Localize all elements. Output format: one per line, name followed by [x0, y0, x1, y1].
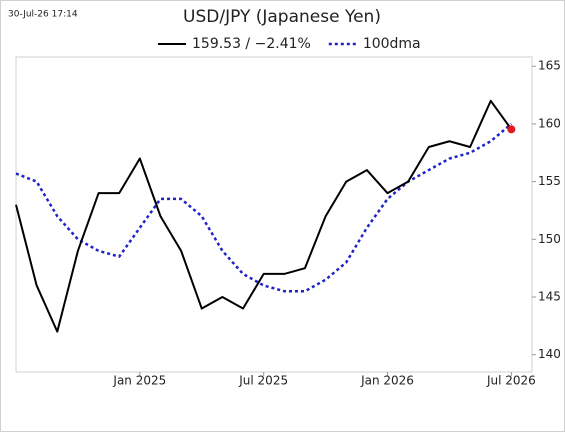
y-tick-label: 150 — [538, 232, 561, 246]
x-tick-label: Jul 2026 — [486, 374, 536, 388]
x-tick-label: Jan 2026 — [360, 374, 414, 388]
x-tick-label: Jan 2025 — [112, 374, 166, 388]
y-tick-label: 140 — [538, 347, 561, 361]
plot-frame — [15, 56, 533, 373]
x-tick-label: Jul 2025 — [238, 374, 288, 388]
series-line — [15, 99, 513, 333]
last-point — [507, 125, 516, 134]
y-tick-label: 165 — [538, 59, 561, 73]
chart-title: USD/JPY (Japanese Yen) — [183, 7, 381, 27]
legend-label: 100dma — [363, 36, 421, 52]
y-tick-label: 145 — [538, 290, 561, 304]
legend-label: 159.53 / −2.41% — [192, 36, 311, 52]
series-line — [15, 122, 513, 293]
y-tick-label: 155 — [538, 174, 561, 188]
y-tick-label: 160 — [538, 116, 561, 130]
timestamp: 30-Jul-26 17:14 — [8, 10, 78, 20]
